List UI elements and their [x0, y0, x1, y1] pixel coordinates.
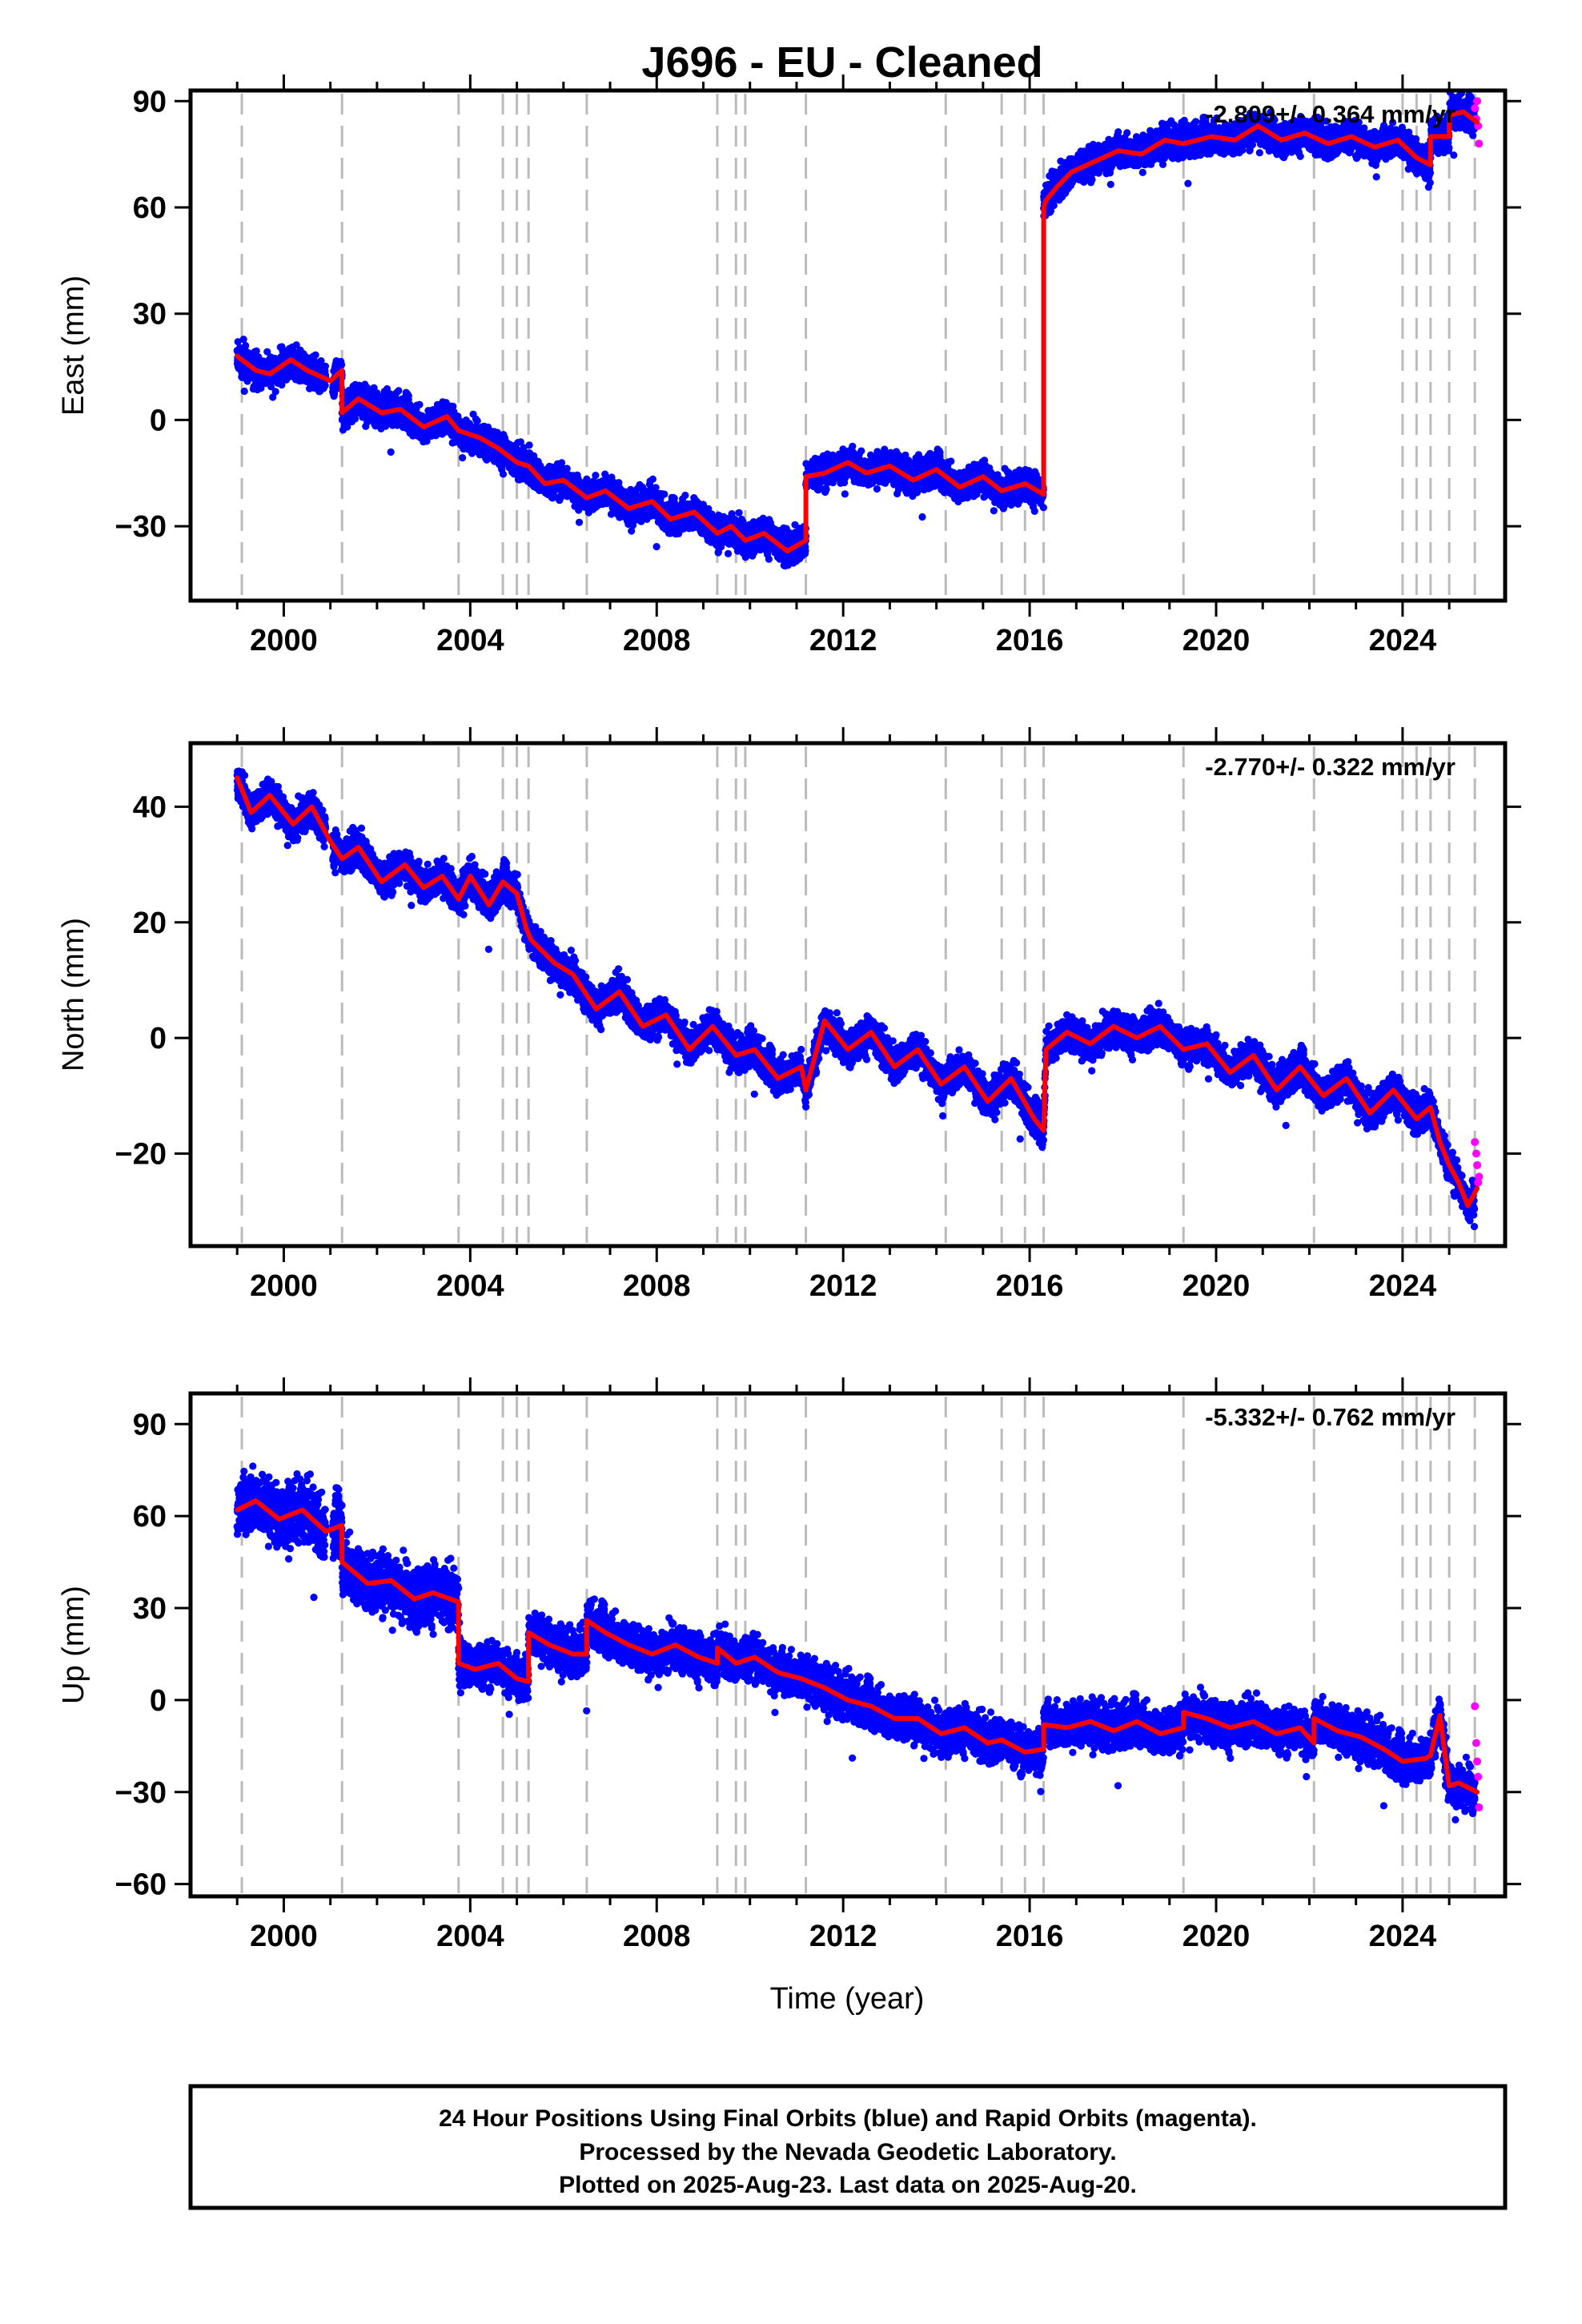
final-orbit-point — [312, 352, 319, 359]
final-orbit-point — [395, 387, 402, 394]
plot-background — [191, 90, 1505, 601]
final-orbit-point — [240, 336, 247, 343]
final-orbit-point — [322, 363, 329, 370]
final-orbit-point — [387, 448, 395, 456]
final-orbit-point — [322, 382, 329, 389]
gnss-timeseries-figure: J696 - EU - Cleaned 2000 2004 2008 2012 2016… — [0, 0, 1582, 2324]
final-orbit-point — [241, 388, 248, 395]
final-orbit-point — [338, 361, 345, 368]
final-orbit-point — [405, 392, 412, 400]
panels: 2000 2004 2008 2012 2016 2020 2024−300306090Ea… — [57, 74, 1521, 1953]
final-orbit-point — [416, 401, 423, 408]
panel-east: 2000 2004 2008 2012 2016 2020 2024−300306090Ea… — [57, 74, 1521, 657]
final-orbit-point — [272, 388, 279, 395]
